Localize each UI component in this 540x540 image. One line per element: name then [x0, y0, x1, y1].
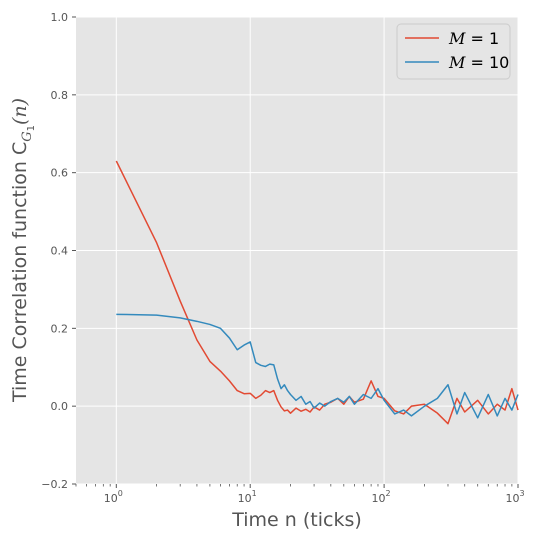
legend: M = 1 M = 10 [396, 23, 511, 80]
series-line-m1 [115, 160, 519, 425]
y-tick-label: 0.4 [51, 245, 69, 258]
y-tick-label: 1.0 [51, 11, 69, 24]
y-tick-label: 0.8 [51, 89, 69, 102]
series-layer [115, 160, 519, 425]
series-line-m10 [116, 313, 519, 419]
x-axis-label: Time n (ticks) [231, 509, 362, 531]
legend-label-m1: M = 1 [448, 29, 499, 48]
y-tick-label: 0.6 [51, 167, 69, 180]
x-tick-label: 101 [238, 489, 257, 505]
x-axis-ticks: 100 101 102 103 [104, 484, 525, 505]
x-tick-label: 103 [505, 489, 524, 505]
grid-lines [76, 16, 519, 485]
y-axis-ticks: −0.2 0.0 0.2 0.4 0.6 0.8 1.0 [41, 11, 76, 491]
y-axis-label: Time Correlation function CG1(n) [9, 98, 37, 403]
x-tick-label: 102 [372, 489, 391, 505]
legend-label-m10: M = 10 [448, 53, 509, 72]
y-tick-label: −0.2 [41, 478, 68, 491]
minor-ticks [75, 484, 513, 487]
y-tick-label: 0.0 [51, 400, 69, 413]
y-tick-label: 0.2 [51, 322, 69, 335]
x-tick-label: 100 [104, 489, 123, 505]
